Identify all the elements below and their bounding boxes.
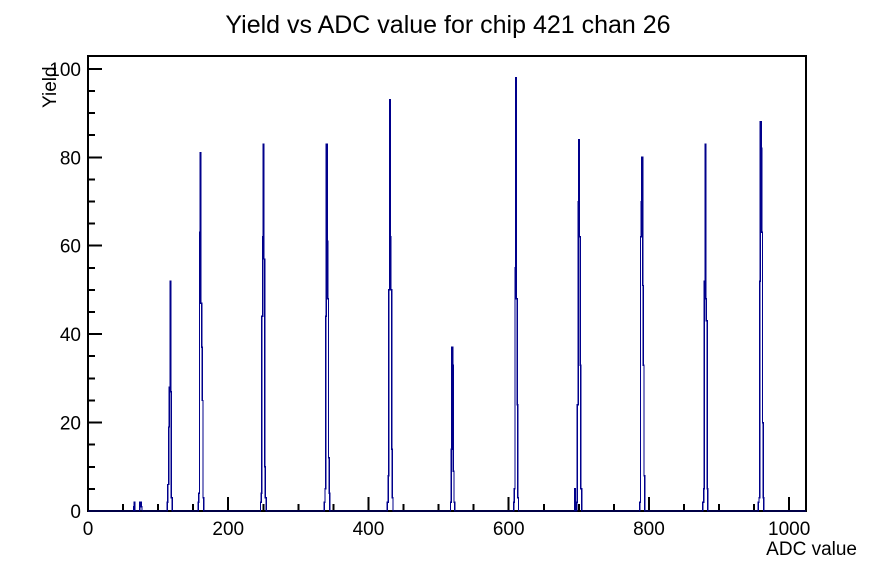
y-tick-label: 20	[60, 414, 81, 435]
y-tick-label: 80	[60, 148, 81, 169]
y-tick-label: 40	[60, 325, 81, 346]
x-tick-label: 600	[493, 519, 525, 540]
y-axis-title: Yield	[40, 66, 61, 108]
axis-ticks	[87, 67, 791, 512]
histogram-line	[88, 76, 806, 512]
x-tick-label: 1000	[768, 519, 810, 540]
y-tick-label: 100	[49, 60, 81, 81]
x-tick-label: 400	[353, 519, 385, 540]
x-axis-title: ADC value	[766, 539, 857, 560]
y-tick-label: 60	[60, 237, 81, 258]
x-tick-label: 0	[83, 519, 94, 540]
y-tick-label: 0	[70, 502, 81, 523]
axis-tick-labels: 0 200 400 600 800 1000 0 20 40 60 80 100	[49, 60, 810, 540]
x-tick-label: 200	[212, 519, 244, 540]
x-tick-label: 800	[633, 519, 665, 540]
plot-frame	[87, 55, 807, 512]
chart-title: Yield vs ADC value for chip 421 chan 26	[225, 11, 670, 39]
